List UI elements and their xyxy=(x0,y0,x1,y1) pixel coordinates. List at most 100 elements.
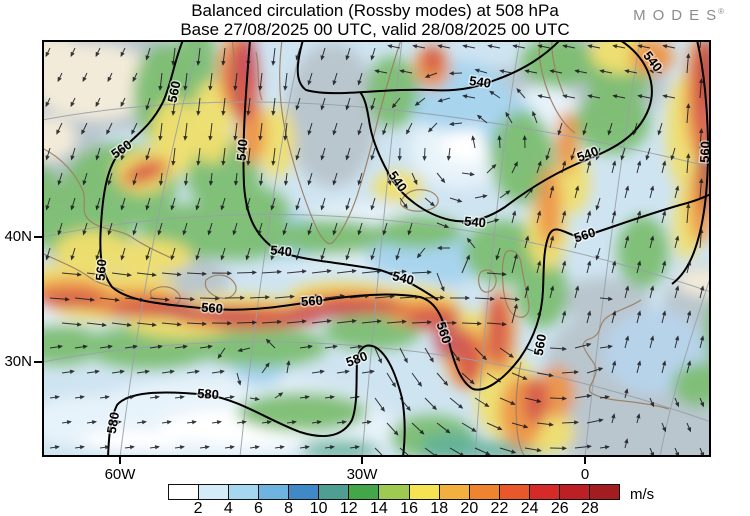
wind-arrow xyxy=(587,94,601,99)
wind-arrow xyxy=(183,122,188,141)
wind-arrow xyxy=(171,47,176,66)
wind-arrow xyxy=(145,97,151,111)
wind-arrow xyxy=(699,40,702,49)
x-axis-tick xyxy=(119,457,121,464)
wind-arrow xyxy=(99,344,113,349)
wind-arrow xyxy=(611,413,616,424)
wind-arrow xyxy=(386,172,392,186)
wind-arrow xyxy=(437,97,451,103)
wind-arrow xyxy=(524,285,530,299)
wind-arrow xyxy=(549,69,563,74)
wind-arrow xyxy=(382,122,388,136)
wind-arrow xyxy=(220,247,226,261)
wind-arrow xyxy=(461,254,470,274)
colorbar-segment xyxy=(198,485,229,499)
wind-arrow xyxy=(611,160,617,174)
wind-arrow xyxy=(412,44,426,49)
colorbar-segment xyxy=(378,485,409,499)
wind-arrow xyxy=(282,222,288,236)
wind-arrow xyxy=(246,147,251,166)
wind-arrow xyxy=(295,147,301,161)
wind-arrow xyxy=(271,147,276,166)
wind-arrow xyxy=(476,114,488,124)
wind-arrow xyxy=(295,197,301,211)
wind-arrow xyxy=(448,71,463,76)
wind-arrow xyxy=(299,445,310,450)
wind-arrow xyxy=(599,395,610,400)
wind-arrow xyxy=(299,344,313,349)
wind-arrow xyxy=(549,396,568,401)
wind-arrow xyxy=(332,172,338,186)
wind-arrow xyxy=(411,372,423,387)
wind-arrow xyxy=(424,197,435,207)
wind-arrow xyxy=(49,344,63,349)
wind-arrow xyxy=(474,397,490,408)
wind-arrow xyxy=(286,319,307,324)
wind-arrow xyxy=(86,272,107,277)
wind-arrow xyxy=(399,294,421,300)
wind-arrow xyxy=(649,235,655,249)
wind-arrow xyxy=(561,310,567,324)
wind-arrow xyxy=(549,285,555,299)
wind-arrow xyxy=(516,88,526,99)
wind-arrow xyxy=(536,160,542,174)
wind-arrow xyxy=(196,47,201,66)
wind-arrow xyxy=(545,147,551,161)
wind-arrow xyxy=(674,185,680,199)
wind-arrow xyxy=(424,347,434,363)
wind-arrow xyxy=(70,247,76,261)
wind-arrow xyxy=(497,134,502,149)
wind-arrow xyxy=(249,295,271,300)
wind-arrow xyxy=(61,272,82,277)
chart-subtitle: Base 27/08/2025 00 UTC, valid 28/08/2025… xyxy=(180,20,570,39)
wind-arrow xyxy=(207,222,213,236)
wind-arrow xyxy=(422,147,427,162)
wind-arrow xyxy=(124,395,135,400)
wind-arrow xyxy=(524,69,538,74)
wind-arrow xyxy=(270,247,276,261)
colorbar-segment xyxy=(228,485,259,499)
wind-arrow xyxy=(582,122,588,136)
wind-arrow xyxy=(286,360,291,374)
wind-arrow xyxy=(636,360,642,374)
wind-arrow xyxy=(661,360,667,374)
colorbar-tick-label: 24 xyxy=(520,500,539,516)
wind-arrow xyxy=(221,97,226,116)
wind-arrow xyxy=(199,344,213,349)
wind-arrow xyxy=(595,197,601,211)
wind-arrow xyxy=(336,268,357,274)
wind-arrow xyxy=(307,222,313,236)
wind-arrow xyxy=(299,395,310,400)
wind-arrow xyxy=(449,397,464,409)
wind-arrow xyxy=(56,122,63,135)
wind-arrow xyxy=(258,172,264,186)
colorbar-segment xyxy=(348,485,379,499)
contour-label: 560 xyxy=(301,293,324,309)
wind-arrow xyxy=(686,103,691,124)
wind-arrow xyxy=(399,397,411,412)
wind-arrow xyxy=(686,203,691,224)
wind-arrow xyxy=(236,320,258,325)
wind-arrow xyxy=(57,172,63,186)
wind-arrow xyxy=(120,197,126,211)
wind-arrow xyxy=(487,44,501,49)
wind-arrow xyxy=(611,360,617,374)
wind-arrow xyxy=(270,197,276,211)
wind-arrow xyxy=(411,270,433,275)
wind-arrow xyxy=(158,72,163,91)
wind-arrow xyxy=(45,197,51,211)
wind-arrow xyxy=(549,185,555,199)
wind-arrow xyxy=(532,110,538,124)
wind-arrow xyxy=(257,222,263,236)
wind-arrow xyxy=(661,260,667,274)
wind-arrow xyxy=(211,369,225,374)
wind-arrow xyxy=(511,210,517,224)
wind-arrow xyxy=(489,90,501,99)
wind-arrow xyxy=(345,147,351,161)
wind-arrow xyxy=(699,335,705,349)
wind-arrow xyxy=(357,72,363,86)
wind-arrow xyxy=(595,147,601,161)
wind-arrow xyxy=(232,222,238,236)
wind-arrow xyxy=(599,445,610,450)
wind-arrow xyxy=(307,122,313,136)
